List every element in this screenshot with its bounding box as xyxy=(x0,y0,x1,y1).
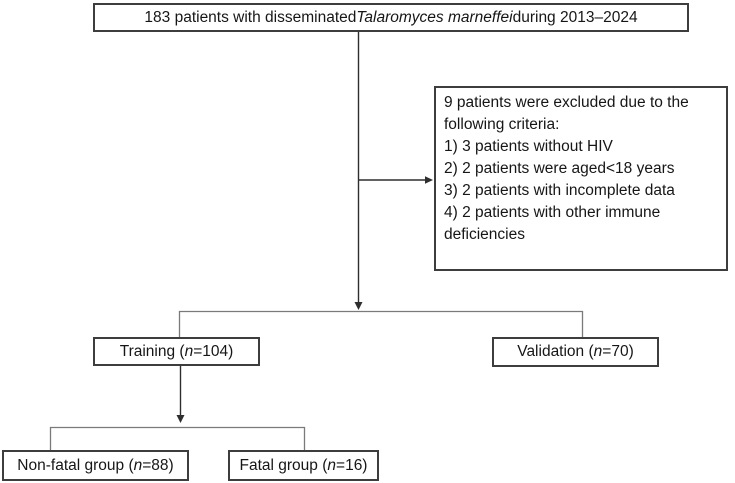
exclusion-line: following criteria: xyxy=(444,116,560,133)
n-italic: n xyxy=(184,342,194,360)
validation-label-pre: Validation ( xyxy=(517,343,594,360)
fatal-label-pre: Fatal group ( xyxy=(239,456,328,474)
n-italic: n xyxy=(593,343,603,360)
exclusion-line: 9 patients were excluded due to the xyxy=(444,94,689,111)
exclusion-line: 3) 2 patients with incomplete data xyxy=(444,182,675,199)
training-label-pre: Training ( xyxy=(119,342,185,360)
total-patients-text-post: during 2013–2024 xyxy=(512,8,638,26)
nonfatal-label-pre: Non-fatal group ( xyxy=(17,456,134,474)
edge-split-to-training-validation xyxy=(178,310,584,337)
arrowhead-down-outcome-icon xyxy=(176,415,185,423)
node-nonfatal-group: Non-fatal group (n =88) xyxy=(2,450,189,481)
node-fatal-group: Fatal group (n =16) xyxy=(228,450,379,481)
arrowhead-down-split-icon xyxy=(354,302,363,310)
exclusion-line: deficiencies xyxy=(444,226,525,243)
nonfatal-label-post: =88) xyxy=(142,456,174,474)
exclusion-line: 1) 3 patients without HIV xyxy=(444,138,613,155)
node-total-patients: 183 patients with disseminated Talaromyc… xyxy=(93,3,689,32)
node-training: Training (n =104) xyxy=(93,337,260,366)
training-label-post: =104) xyxy=(193,342,234,360)
n-italic: n xyxy=(327,456,337,474)
species-name-italic: Talaromyces marneffei xyxy=(356,8,513,26)
node-exclusion-criteria: 9 patients were excluded due to the foll… xyxy=(434,86,728,271)
fatal-label-post: =16) xyxy=(336,456,368,474)
edge-split-to-outcome-groups xyxy=(49,426,306,450)
arrowhead-right-exclusion-icon xyxy=(425,176,433,184)
total-patients-text-pre: 183 patients with disseminated xyxy=(144,8,357,26)
validation-label-post: =70) xyxy=(602,343,634,360)
exclusion-line: 2) 2 patients were aged<18 years xyxy=(444,160,675,177)
n-italic: n xyxy=(133,456,143,474)
exclusion-line: 4) 2 patients with other immune xyxy=(444,204,661,221)
node-validation: Validation (n =70) xyxy=(492,337,659,367)
